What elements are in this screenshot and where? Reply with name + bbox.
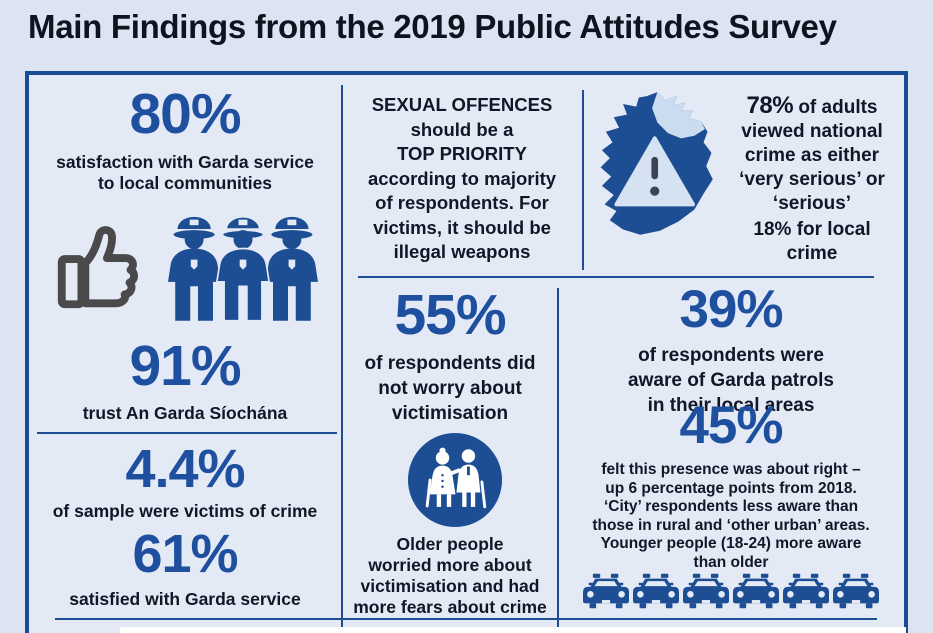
stat-no-worry-label: of respondents did not worry about victi… <box>364 353 536 424</box>
police-car-icon <box>683 573 729 609</box>
police-cars-row <box>583 571 883 611</box>
stat-patrol-aware-value: 39% <box>679 280 783 339</box>
stat-trust-label: trust An Garda Síochána <box>82 403 288 423</box>
divider-vertical-left <box>341 85 343 633</box>
page-title: Main Findings from the 2019 Public Attit… <box>28 8 837 45</box>
stat-satisfaction-value: 80% <box>129 82 241 146</box>
priority-statement: SEXUAL OFFENCES should be a TOP PRIORITY… <box>367 94 557 262</box>
stat-trust-value: 91% <box>129 334 241 398</box>
stat-satisfied-label: satisfied with Garda service <box>69 589 301 609</box>
main-panel <box>25 71 908 633</box>
stat-local-crime: 18% for local crime <box>753 219 871 264</box>
stat-national-crime: 78% of adults viewed national crime as e… <box>739 92 885 215</box>
police-car-icon <box>833 573 879 609</box>
thumbs-up-icon <box>50 210 158 323</box>
elderly-couple-icon <box>407 432 503 533</box>
divider-horizontal-left <box>37 432 337 434</box>
ireland-map-warning-icon <box>594 88 726 265</box>
stat-local-crime-value: 18% <box>753 219 792 240</box>
stat-victims-value: 4.4% <box>125 439 245 499</box>
older-people-note: Older people worried more about victimis… <box>353 534 547 617</box>
presence-detail-text: felt this presence was about right – up … <box>592 461 870 571</box>
police-officers-icon <box>163 202 323 340</box>
stat-satisfied-value: 61% <box>132 524 238 584</box>
divider-vertical-bottom-right <box>557 288 559 633</box>
stat-presence-right-value: 45% <box>679 396 783 455</box>
next-section-edge <box>120 627 906 633</box>
divider-horizontal-bottom <box>55 618 877 620</box>
police-car-icon <box>633 573 679 609</box>
divider-vertical-top-right <box>582 90 584 270</box>
divider-horizontal-middle <box>358 276 874 278</box>
stat-patrol-aware-label: of respondents were aware of Garda patro… <box>628 345 834 416</box>
stat-no-worry-value: 55% <box>394 283 506 347</box>
stat-national-crime-value: 78% <box>746 92 794 119</box>
stat-satisfaction-label: satisfaction with Garda service to local… <box>56 152 314 193</box>
police-car-icon <box>733 573 779 609</box>
police-car-icon <box>783 573 829 609</box>
stat-victims-label: of sample were victims of crime <box>52 501 318 521</box>
police-car-icon <box>583 573 629 609</box>
